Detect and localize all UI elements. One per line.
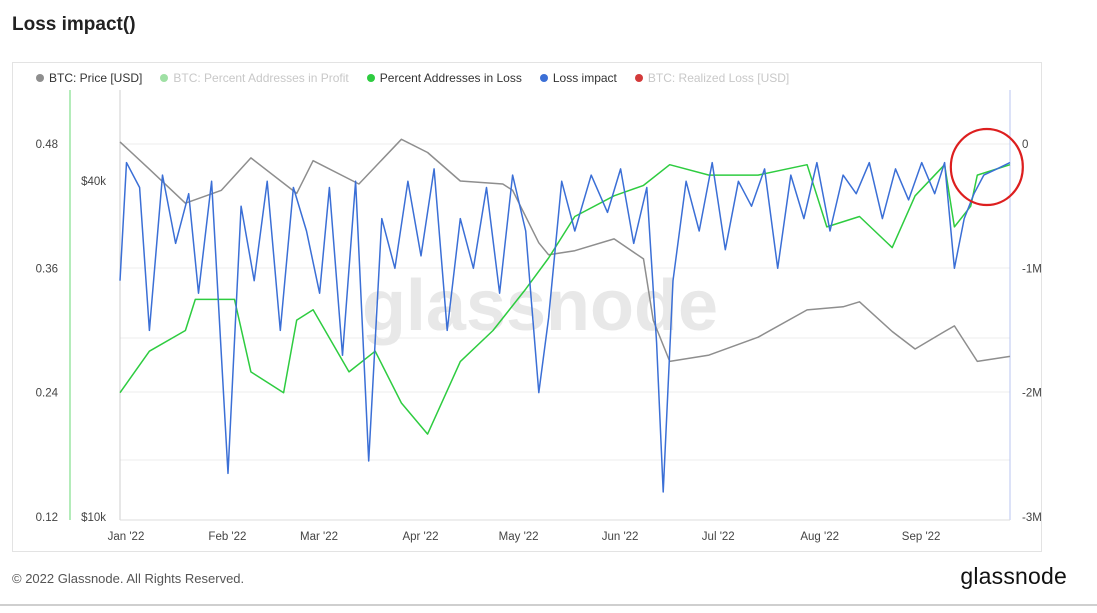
x-tick-label: May '22 [499, 531, 539, 543]
legend-item[interactable]: BTC: Realized Loss [USD] [634, 70, 790, 86]
legend-label: Loss impact [552, 71, 617, 85]
legend-label: BTC: Percent Addresses in Profit [173, 71, 349, 85]
x-tick-label: Mar '22 [300, 531, 338, 543]
loss-impact-series-line [119, 161, 1011, 493]
loss-pct-series-line [119, 163, 1011, 435]
divider [0, 604, 1097, 606]
x-tick-label: Feb '22 [208, 531, 246, 543]
y-left-tick-label: 0.24 [36, 388, 59, 400]
x-tick-label: Jun '22 [602, 531, 639, 543]
price-series-line [119, 138, 1011, 363]
y-left-tick-label: 0.36 [36, 263, 58, 275]
legend-swatch-icon [160, 74, 169, 82]
legend-swatch-icon [36, 74, 44, 82]
x-tick-label: Aug '22 [800, 531, 839, 543]
y-right-tick-label: -3M [1022, 512, 1042, 524]
chart-legend: BTC: Price [USD] BTC: Percent Addresses i… [36, 70, 789, 86]
legend-label: BTC: Realized Loss [USD] [647, 71, 790, 85]
legend-label: BTC: Price [USD] [49, 71, 143, 85]
legend-swatch-icon [366, 74, 375, 82]
x-tick-label: Jul '22 [702, 531, 735, 543]
y-right-tick-label: -2M [1022, 388, 1042, 400]
legend-swatch-icon [634, 74, 643, 82]
legend-item[interactable]: BTC: Price [USD] [36, 70, 142, 86]
legend-label: Percent Addresses in Loss [379, 71, 522, 85]
brand-logo[interactable]: glassnode [960, 563, 1067, 589]
legend-swatch-icon [539, 74, 548, 82]
y-price-tick-label: $40k [81, 176, 106, 188]
copyright-text: © 2022 Glassnode. All Rights Reserved. [12, 571, 245, 586]
watermark: glassnode [362, 266, 718, 346]
y-price-tick-label: $10k [81, 512, 106, 524]
y-left-tick-label: 0.48 [36, 139, 58, 151]
page-title: Loss impact() [12, 14, 136, 35]
x-tick-label: Sep '22 [902, 531, 941, 543]
legend-item[interactable]: Loss impact [539, 70, 617, 86]
x-tick-label: Apr '22 [402, 531, 438, 543]
y-right-tick-label: -1M [1022, 263, 1042, 275]
legend-item[interactable]: BTC: Percent Addresses in Profit [160, 70, 349, 86]
legend-item[interactable]: Percent Addresses in Loss [366, 70, 522, 86]
y-left-tick-label: 0.12 [36, 512, 58, 524]
annotation-circle [949, 127, 1024, 207]
x-tick-label: Jan '22 [108, 531, 145, 543]
y-right-tick-label: 0 [1022, 139, 1028, 151]
